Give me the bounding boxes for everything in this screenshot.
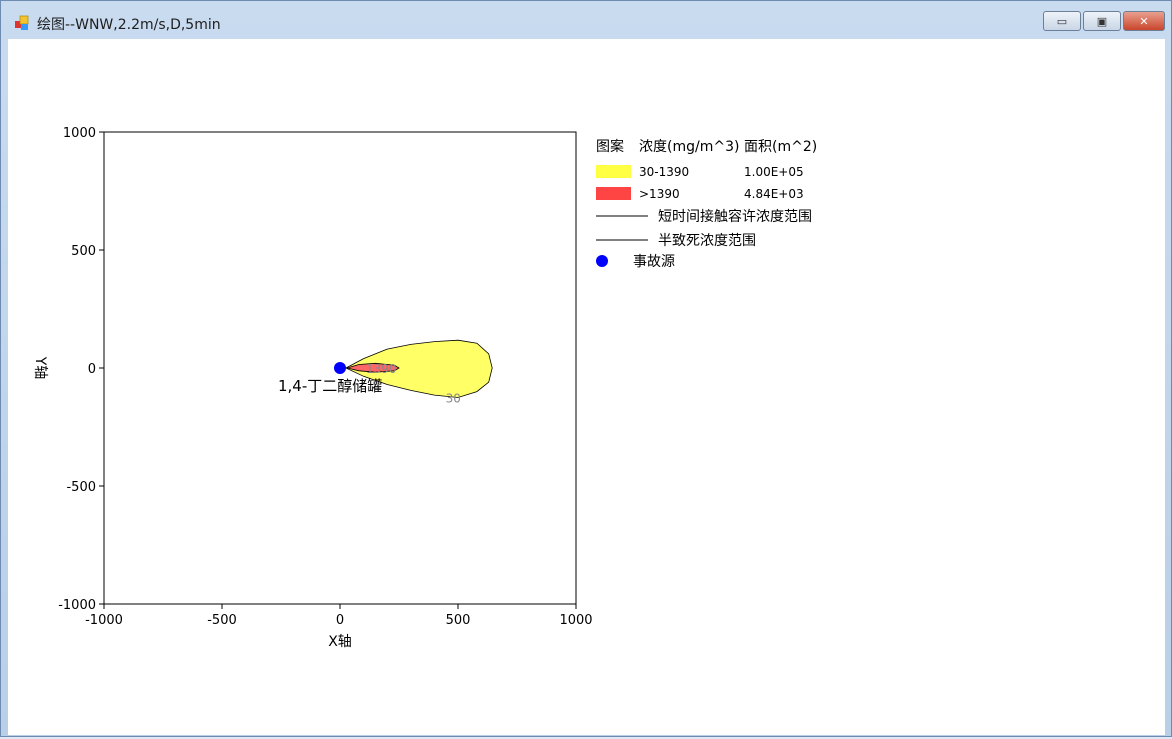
y-axis-label: Y轴 (32, 356, 48, 380)
y-tick-label: -500 (66, 480, 96, 495)
legend-header: 面积(m^2) (744, 139, 817, 155)
contour-label: 1390 (366, 362, 397, 376)
chart-area: -1000 1000 -500 500 0 0 500 -500 1000 -1000 X轴 Y轴 30… (8, 39, 1165, 735)
source-label: 1,4-丁二醇储罐 (278, 377, 382, 395)
title-bar[interactable]: 绘图--WNW,2.2m/s,D,5min ▭ ▣ ✕ (1, 1, 1171, 39)
window-title: 绘图--WNW,2.2m/s,D,5min (37, 17, 221, 33)
close-button[interactable]: ✕ (1123, 11, 1165, 31)
legend-swatch (596, 165, 631, 178)
legend-source-label: 事故源 (633, 254, 675, 270)
maximize-button[interactable]: ▣ (1083, 11, 1121, 31)
contour-1390 (345, 362, 400, 373)
x-tick-label: -1000 (85, 613, 123, 628)
legend-line-label: 短时间接触容许浓度范围 (658, 208, 812, 225)
minimize-button[interactable]: ▭ (1043, 11, 1081, 31)
x-tick-label: 1000 (559, 613, 592, 628)
y-tick-label: 1000 (63, 126, 96, 141)
legend-line-label: 半致死浓度范围 (658, 232, 756, 249)
contour-chart: -1000 1000 -500 500 0 0 500 -500 1000 -1000 X轴 Y轴 30… (32, 126, 817, 650)
legend-area: 1.00E+05 (744, 165, 804, 179)
contour-30 (345, 339, 493, 398)
x-axis-label: X轴 (328, 634, 352, 650)
source-marker (334, 362, 346, 374)
x-tick-label: 500 (446, 613, 471, 628)
legend-header: 浓度(mg/m^3) (639, 139, 739, 155)
y-tick-label: 0 (88, 362, 96, 377)
legend-range: 30-1390 (639, 165, 689, 179)
contour-label: 30 (446, 392, 461, 406)
legend-header: 图案 (596, 138, 624, 155)
x-tick-label: 0 (336, 613, 344, 628)
legend-swatch (596, 187, 631, 200)
legend-source-marker (596, 255, 608, 267)
legend-range: >1390 (639, 187, 680, 201)
y-tick-label: -1000 (58, 598, 96, 613)
y-tick-label: 500 (71, 244, 96, 259)
app-icon (15, 15, 29, 30)
legend-area: 4.84E+03 (744, 187, 804, 201)
x-tick-label: -500 (207, 613, 237, 628)
